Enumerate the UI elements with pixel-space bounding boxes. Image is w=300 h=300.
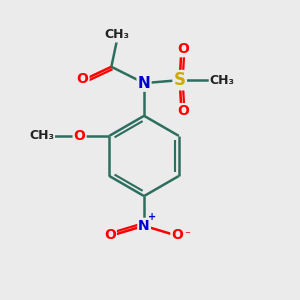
Text: O: O [104,228,116,242]
Text: CH₃: CH₃ [29,129,54,142]
Text: CH₃: CH₃ [105,28,130,41]
Text: O: O [74,129,86,143]
Text: O: O [171,228,183,242]
Text: O: O [178,104,190,118]
Text: ⁻: ⁻ [184,230,190,240]
Text: +: + [148,212,156,223]
Text: O: O [76,72,88,86]
Text: O: O [178,42,190,56]
Text: N: N [138,219,150,233]
Text: CH₃: CH₃ [210,74,235,87]
Text: S: S [174,71,186,89]
Text: N: N [138,76,150,91]
